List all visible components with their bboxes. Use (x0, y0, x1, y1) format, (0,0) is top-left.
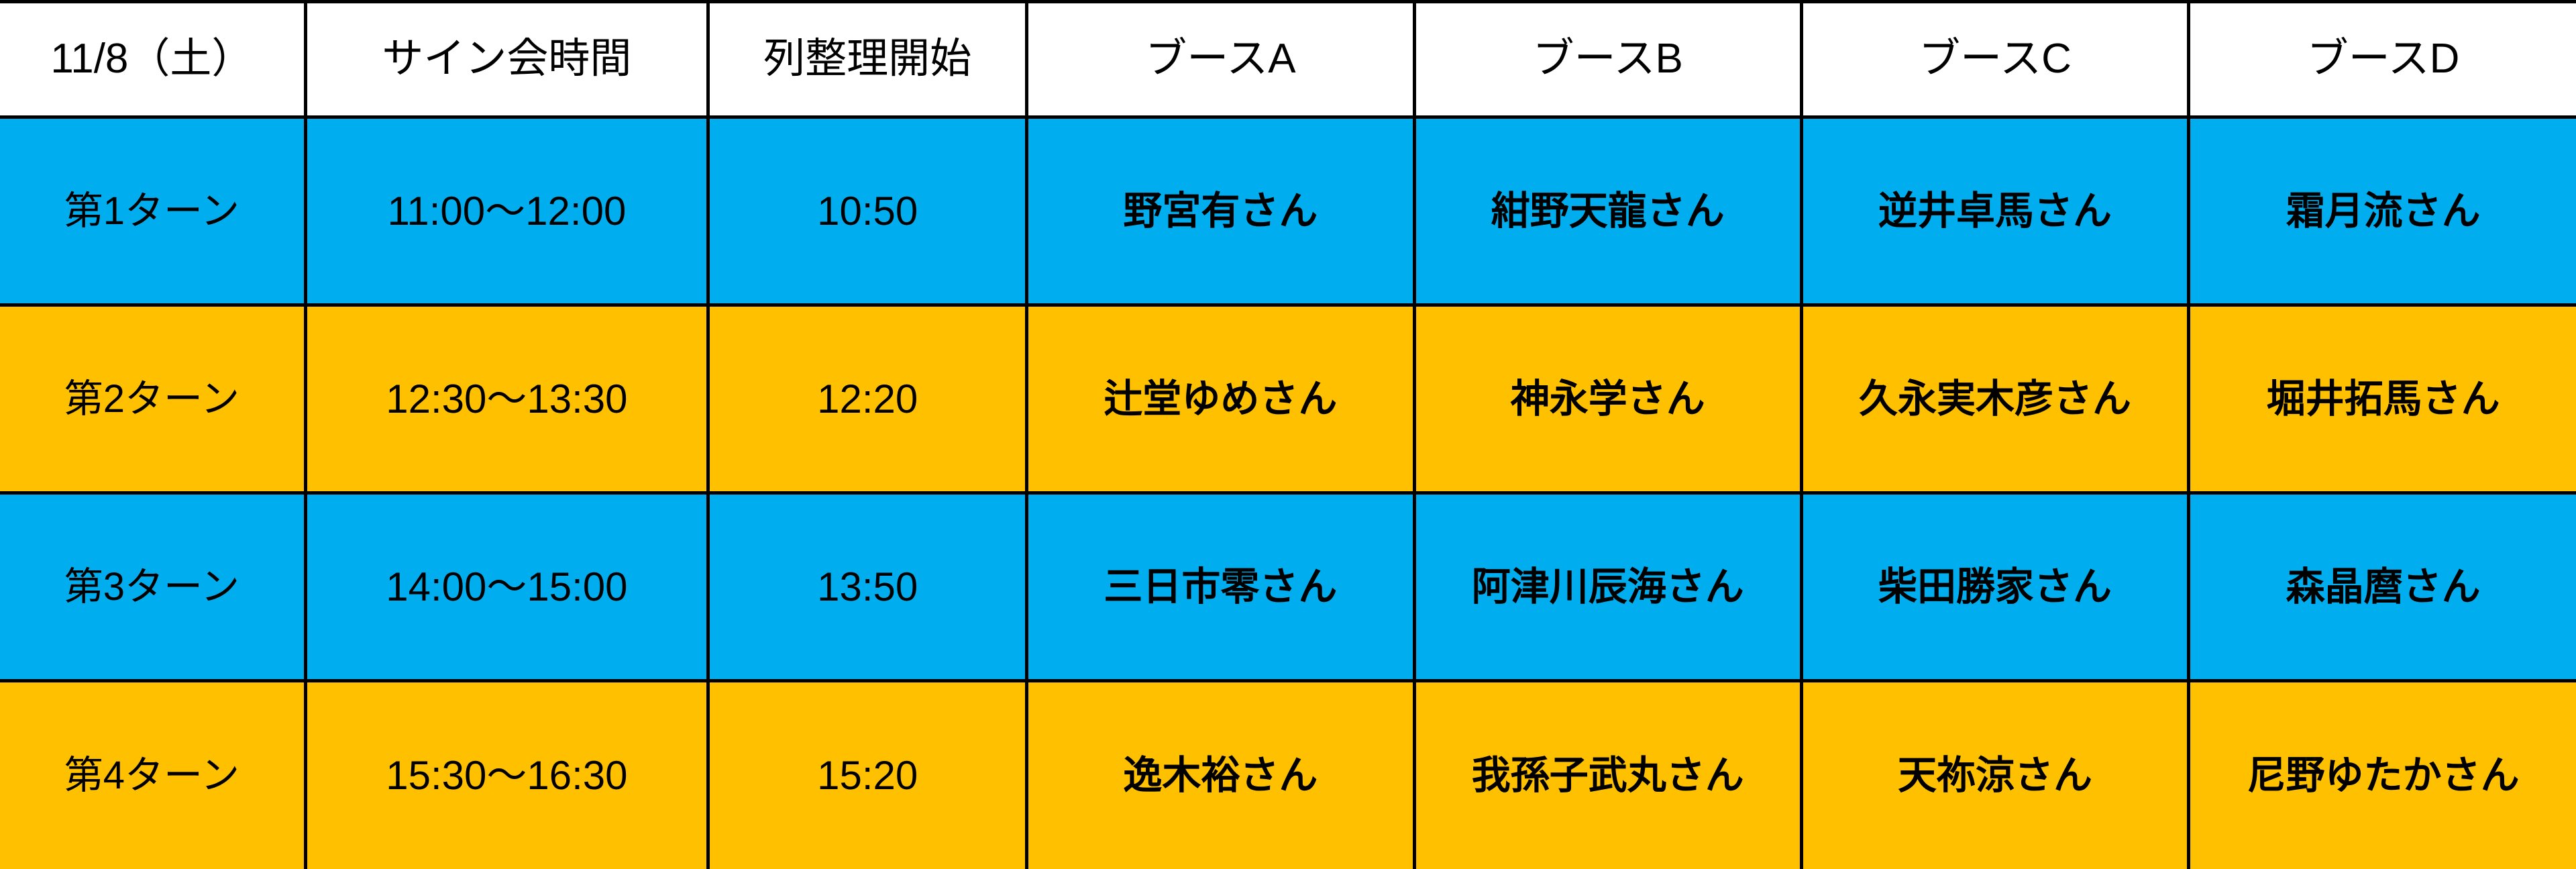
table-header: 11/8（土） サイン会時間 列整理開始 ブースA ブースB ブースC ブースD (0, 0, 2576, 119)
cell-queue-start: 12:20 (706, 303, 1029, 495)
cell-booth-a-name: 三日市零さん (1025, 491, 1416, 682)
cell-turn: 第3ターン (0, 491, 307, 682)
cell-booth-b-name: 紺野天龍さん (1412, 115, 1803, 307)
column-header-booth-a: ブースA (1025, 0, 1416, 119)
cell-queue-start: 15:20 (706, 679, 1029, 869)
cell-turn: 第1ターン (0, 115, 307, 307)
cell-booth-d-name: 堀井拓馬さん (2187, 303, 2576, 495)
cell-booth-c-name: 逆井卓馬さん (1799, 115, 2191, 307)
header-row: 11/8（土） サイン会時間 列整理開始 ブースA ブースB ブースC ブースD (0, 0, 2576, 119)
cell-booth-a-name: 辻堂ゆめさん (1025, 303, 1416, 495)
column-header-date: 11/8（土） (0, 0, 307, 119)
table-row: 第1ターン 11:00〜12:00 10:50 野宮有さん 紺野天龍さん 逆井卓… (0, 115, 2576, 307)
table-row: 第4ターン 15:30〜16:30 15:20 逸木裕さん 我孫子武丸さん 天祢… (0, 679, 2576, 869)
column-header-booth-b: ブースB (1412, 0, 1803, 119)
cell-signing-time: 15:30〜16:30 (303, 679, 710, 869)
cell-booth-b-name: 我孫子武丸さん (1412, 679, 1803, 869)
cell-signing-time: 11:00〜12:00 (303, 115, 710, 307)
cell-booth-d-name: 森晶麿さん (2187, 491, 2576, 682)
cell-booth-a-name: 逸木裕さん (1025, 679, 1416, 869)
cell-signing-time: 12:30〜13:30 (303, 303, 710, 495)
column-header-booth-d: ブースD (2187, 0, 2576, 119)
column-header-booth-c: ブースC (1799, 0, 2191, 119)
column-header-signing-time: サイン会時間 (303, 0, 710, 119)
table-body: 第1ターン 11:00〜12:00 10:50 野宮有さん 紺野天龍さん 逆井卓… (0, 115, 2576, 869)
cell-booth-d-name: 霜月流さん (2187, 115, 2576, 307)
cell-booth-c-name: 天祢涼さん (1799, 679, 2191, 869)
cell-turn: 第2ターン (0, 303, 307, 495)
cell-booth-a-name: 野宮有さん (1025, 115, 1416, 307)
table-row: 第3ターン 14:00〜15:00 13:50 三日市零さん 阿津川辰海さん 柴… (0, 491, 2576, 682)
cell-booth-b-name: 神永学さん (1412, 303, 1803, 495)
cell-turn: 第4ターン (0, 679, 307, 869)
cell-queue-start: 13:50 (706, 491, 1029, 682)
cell-booth-c-name: 久永実木彦さん (1799, 303, 2191, 495)
cell-booth-c-name: 柴田勝家さん (1799, 491, 2191, 682)
cell-queue-start: 10:50 (706, 115, 1029, 307)
cell-signing-time: 14:00〜15:00 (303, 491, 710, 682)
table-row: 第2ターン 12:30〜13:30 12:20 辻堂ゆめさん 神永学さん 久永実… (0, 303, 2576, 495)
cell-booth-d-name: 尼野ゆたかさん (2187, 679, 2576, 869)
cell-booth-b-name: 阿津川辰海さん (1412, 491, 1803, 682)
column-header-queue-start: 列整理開始 (706, 0, 1029, 119)
